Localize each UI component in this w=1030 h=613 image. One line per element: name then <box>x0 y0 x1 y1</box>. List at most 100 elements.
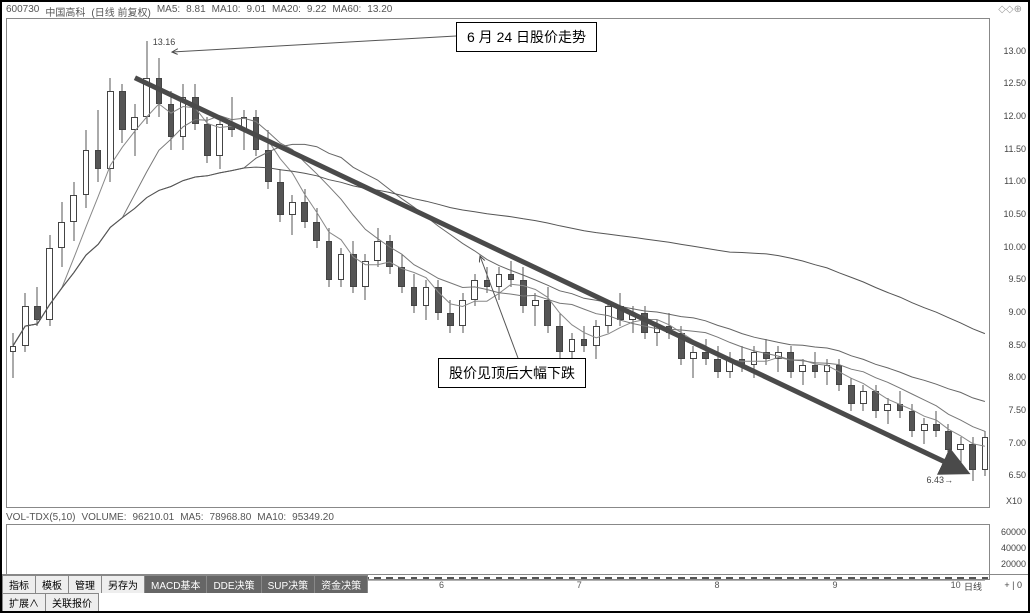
ma5-value: 8.81 <box>186 4 205 19</box>
candle <box>812 19 819 509</box>
candle <box>386 19 393 509</box>
volume-chart[interactable] <box>6 524 990 580</box>
tab-MACD基本[interactable]: MACD基本 <box>144 575 207 593</box>
candle <box>362 19 369 509</box>
vol-indicator: VOL-TDX(5,10) <box>6 512 75 523</box>
price-y-axis: 6.507.007.508.008.509.009.5010.0010.5011… <box>986 18 1026 508</box>
volume-y-tick: 40000 <box>986 543 1026 553</box>
annotation-june24: 6 月 24 日股价走势 <box>456 22 597 52</box>
tab-SUP决策[interactable]: SUP决策 <box>261 575 316 593</box>
candle <box>228 19 235 509</box>
candle <box>508 19 515 509</box>
candle <box>265 19 272 509</box>
price-y-tick: 12.50 <box>986 78 1026 88</box>
candle <box>860 19 867 509</box>
tab-另存为[interactable]: 另存为 <box>101 575 145 593</box>
price-y-tick: 10.50 <box>986 209 1026 219</box>
chart-header: 600730 中国高科 (日线 前复权) MA5: 8.81 MA10: 9.0… <box>6 4 392 19</box>
ma20-value: 9.22 <box>307 4 326 19</box>
candle <box>168 19 175 509</box>
candle <box>313 19 320 509</box>
ma10-value: 9.01 <box>247 4 266 19</box>
stock-name: 中国高科 <box>45 4 85 19</box>
vol-ma10-value: 95349.20 <box>292 512 334 523</box>
candle <box>581 19 588 509</box>
candle <box>666 19 673 509</box>
vol-ma5-value: 78968.80 <box>210 512 252 523</box>
candle <box>241 19 248 509</box>
candle <box>10 19 17 509</box>
price-chart[interactable]: 13.16 6.43→ <box>6 18 990 508</box>
candle <box>872 19 879 509</box>
candle <box>556 19 563 509</box>
candle <box>617 19 624 509</box>
peak-price-label: 13.16 <box>153 37 176 47</box>
chart-type: (日线 前复权) <box>91 4 150 19</box>
vol-label: VOLUME: <box>81 512 126 523</box>
candle <box>411 19 418 509</box>
candle <box>70 19 77 509</box>
tab-管理[interactable]: 管理 <box>68 575 102 593</box>
candle <box>969 19 976 509</box>
tab-模板[interactable]: 模板 <box>35 575 69 593</box>
stock-code: 600730 <box>6 4 39 19</box>
candle <box>763 19 770 509</box>
vol-ma10-label: MA10: <box>257 512 286 523</box>
tab-扩展∧[interactable]: 扩展∧ <box>2 593 46 611</box>
price-y-tick: 9.50 <box>986 274 1026 284</box>
tab-资金决策[interactable]: 资金决策 <box>314 575 368 593</box>
price-y-tick: 8.00 <box>986 372 1026 382</box>
volume-y-tick: 60000 <box>986 527 1026 537</box>
corner-icons[interactable]: ◇◇⊕ <box>998 4 1022 15</box>
candle <box>107 19 114 509</box>
candle <box>46 19 53 509</box>
price-y-tick: 10.00 <box>986 242 1026 252</box>
candle <box>180 19 187 509</box>
price-y-tick: 11.00 <box>986 176 1026 186</box>
tab-关联报价[interactable]: 关联报价 <box>45 593 99 611</box>
candle <box>654 19 661 509</box>
x10-badge: X10 <box>1006 496 1022 506</box>
candle <box>884 19 891 509</box>
candle <box>22 19 29 509</box>
candle <box>593 19 600 509</box>
candle <box>459 19 466 509</box>
candle <box>836 19 843 509</box>
candle <box>629 19 636 509</box>
candle <box>350 19 357 509</box>
tab-指标[interactable]: 指标 <box>2 575 36 593</box>
candle <box>289 19 296 509</box>
annotation-decline: 股价见顶后大幅下跌 <box>438 358 586 388</box>
candle <box>216 19 223 509</box>
candle <box>532 19 539 509</box>
candle <box>143 19 150 509</box>
price-y-tick: 12.00 <box>986 111 1026 121</box>
price-y-tick: 13.00 <box>986 46 1026 56</box>
candle <box>945 19 952 509</box>
price-y-tick: 8.50 <box>986 340 1026 350</box>
trough-price-label: 6.43→ <box>927 475 954 485</box>
tab-DDE决策[interactable]: DDE决策 <box>206 575 261 593</box>
candle <box>909 19 916 509</box>
tabs-row-1: 指标模板管理另存为MACD基本DDE决策SUP决策资金决策 <box>2 575 1028 593</box>
bottom-tabs: 指标模板管理另存为MACD基本DDE决策SUP决策资金决策 扩展∧关联报价 <box>2 574 1028 611</box>
candle <box>277 19 284 509</box>
candle <box>544 19 551 509</box>
ma60-value: 13.20 <box>367 4 392 19</box>
tabs-row-2: 扩展∧关联报价 <box>2 593 1028 611</box>
candle <box>787 19 794 509</box>
candle <box>496 19 503 509</box>
ma60-label: MA60: <box>332 4 361 19</box>
candle <box>775 19 782 509</box>
candle <box>374 19 381 509</box>
candle <box>95 19 102 509</box>
candle <box>192 19 199 509</box>
candle <box>520 19 527 509</box>
candle <box>739 19 746 509</box>
candle <box>690 19 697 509</box>
candle <box>751 19 758 509</box>
candle <box>957 19 964 509</box>
candle <box>156 19 163 509</box>
candle <box>398 19 405 509</box>
candle <box>605 19 612 509</box>
